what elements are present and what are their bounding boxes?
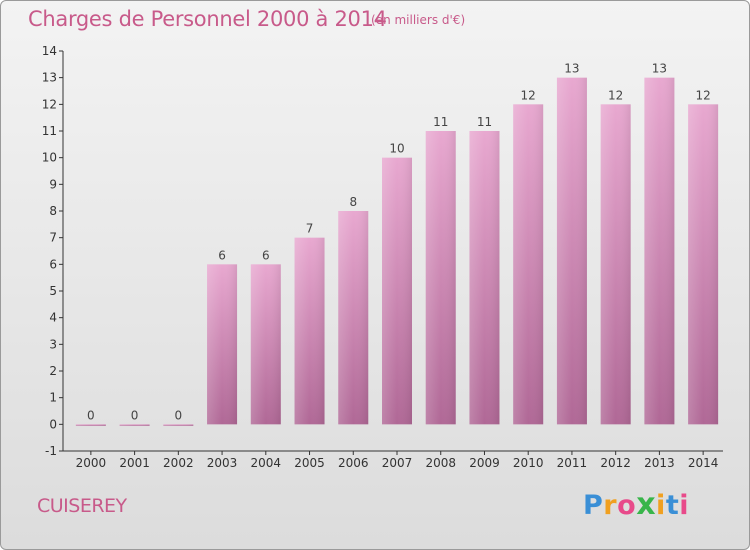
bar-shade-2003 [207, 264, 238, 425]
bar-shade-2012 [600, 104, 631, 425]
y-tick-label: 1 [49, 391, 57, 405]
logo-letter: r [603, 490, 618, 521]
x-tick-label-2010: 2010 [513, 456, 544, 470]
value-label-2007: 10 [389, 142, 404, 156]
value-label-2003: 6 [218, 248, 226, 262]
y-tick-label: 7 [49, 231, 57, 245]
y-tick-label: 8 [49, 204, 57, 218]
y-tick-label: 4 [49, 311, 57, 325]
y-tick-label: 14 [42, 44, 57, 58]
value-label-2000: 0 [87, 408, 95, 422]
value-label-2001: 0 [131, 408, 139, 422]
value-label-2008: 11 [433, 115, 448, 129]
logo-letter: P [583, 490, 604, 521]
bars [75, 77, 719, 426]
value-label-2013: 13 [652, 62, 667, 76]
y-tick-label: -1 [45, 444, 57, 458]
proxiti-logo: Proxiti [583, 487, 689, 522]
unit-note: (en milliers d'€) [371, 13, 466, 27]
x-tick-label-2002: 2002 [163, 456, 194, 470]
bar-shade-2010 [513, 104, 544, 425]
commune-name: CUISEREY [37, 495, 127, 517]
x-tick-label-2012: 2012 [600, 456, 631, 470]
value-label-2012: 12 [608, 88, 623, 102]
y-tick-label: 13 [42, 71, 57, 85]
bar-shade-2011 [556, 77, 587, 425]
bar-shade-2006 [338, 211, 369, 425]
x-tick-label-2011: 2011 [557, 456, 588, 470]
bar-shade-2009 [469, 131, 500, 425]
value-label-2010: 12 [521, 88, 536, 102]
y-tick-label: 2 [49, 364, 57, 378]
value-labels: 0 0 0 6 6 7 8 10 11 11 12 13 12 13 12 [87, 62, 711, 423]
bar-shade-2013 [644, 77, 675, 425]
value-label-2004: 6 [262, 248, 270, 262]
bar-shade-2014 [688, 104, 719, 425]
x-tick-label-2000: 2000 [76, 456, 107, 470]
logo-letter: i [679, 490, 689, 521]
bar-shade-2007 [382, 157, 412, 425]
bar-shade-2001 [119, 424, 150, 426]
y-tick-label: 5 [49, 284, 57, 298]
y-tick-label: 9 [49, 177, 57, 191]
x-tick-label-2014: 2014 [688, 456, 719, 470]
bar-shade-2002 [163, 424, 194, 426]
logo-letter: o [617, 490, 637, 521]
y-tick-label: 12 [42, 97, 57, 111]
logo-letter: x [636, 487, 657, 522]
logo-letter: t [665, 490, 680, 521]
y-tick-label: 6 [49, 257, 57, 271]
chart-title: Charges de Personnel 2000 à 2014 [28, 7, 387, 31]
y-tick-label: 0 [49, 417, 57, 431]
x-tick-label-2007: 2007 [382, 456, 413, 470]
logo-letter: i [656, 490, 666, 521]
x-tick-label-2004: 2004 [251, 456, 282, 470]
value-label-2011: 13 [564, 62, 579, 76]
y-tick-label: 11 [42, 124, 57, 138]
x-tick-label-2005: 2005 [294, 456, 325, 470]
bar-shade-2000 [75, 424, 106, 426]
y-tick-label: 10 [42, 151, 57, 165]
value-label-2006: 8 [349, 195, 357, 209]
value-label-2005: 7 [306, 222, 314, 236]
x-tick-label-2001: 2001 [119, 456, 150, 470]
bar-shade-2008 [425, 131, 456, 425]
bar-shade-2005 [294, 237, 325, 425]
y-tick-label: 3 [49, 337, 57, 351]
x-tick-label-2009: 2009 [469, 456, 500, 470]
value-label-2009: 11 [477, 115, 492, 129]
value-label-2014: 12 [695, 88, 710, 102]
x-tick-label-2006: 2006 [338, 456, 369, 470]
x-tick-label-2013: 2013 [644, 456, 675, 470]
x-tick-label-2008: 2008 [425, 456, 456, 470]
x-tick-label-2003: 2003 [207, 456, 238, 470]
value-label-2002: 0 [175, 408, 183, 422]
bar-shade-2004 [250, 264, 281, 425]
